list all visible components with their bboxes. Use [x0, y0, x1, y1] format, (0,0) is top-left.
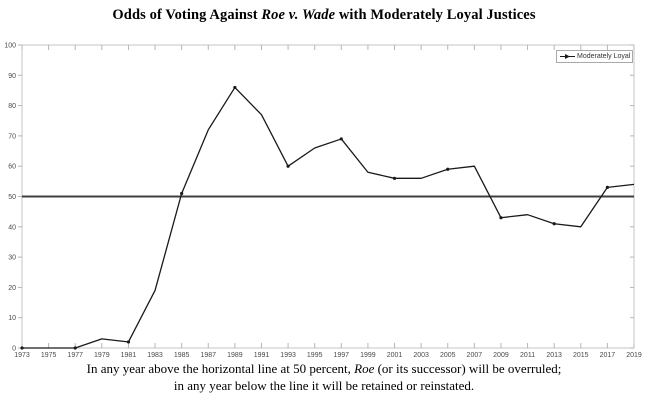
y-tick-label: 90: [8, 73, 16, 80]
data-point-marker: [233, 85, 237, 90]
x-tick-label: 2001: [387, 352, 403, 359]
y-tick-label: 70: [8, 133, 16, 140]
legend-label: Moderately Loyal: [577, 53, 631, 60]
data-point-marker: [605, 185, 609, 190]
caption-line-1-pre: In any year above the horizontal line at…: [86, 361, 355, 376]
x-tick-label: 2019: [626, 352, 642, 359]
data-point-marker: [392, 176, 397, 180]
caption-line-1-post: (or its successor) will be overruled;: [374, 361, 562, 376]
y-tick-label: 60: [8, 164, 16, 171]
x-tick-label: 1995: [307, 352, 323, 359]
x-tick-label: 1997: [334, 352, 350, 359]
caption-line-1-case-name: Roe: [354, 361, 375, 376]
y-tick-label: 50: [8, 194, 16, 201]
caption-line-2: in any year below the line it will be re…: [173, 378, 475, 393]
y-tick-label: 80: [8, 103, 16, 110]
data-point-marker: [180, 191, 184, 196]
x-tick-label: 2013: [546, 352, 562, 359]
chart-title-prefix: Odds of Voting Against: [112, 7, 262, 23]
x-tick-label: 1973: [14, 352, 30, 359]
data-point-marker: [339, 137, 343, 141]
x-tick-label: 1977: [67, 352, 83, 359]
x-tick-label: 1999: [360, 352, 376, 359]
x-tick-label: 2003: [413, 352, 429, 359]
x-tick-label: 1975: [41, 352, 57, 359]
legend-line-arrow-marker-icon: [560, 54, 575, 59]
data-point-marker: [73, 346, 77, 350]
x-tick-label: 2005: [440, 352, 456, 359]
y-tick-label: 20: [8, 285, 16, 292]
x-tick-label: 2011: [520, 352, 535, 359]
data-point-marker: [446, 167, 450, 171]
y-tick-label: 40: [8, 224, 16, 231]
y-tick-label: 10: [8, 315, 16, 322]
x-tick-label: 1979: [94, 352, 110, 359]
data-point-marker: [20, 346, 24, 350]
data-point-marker: [499, 216, 503, 220]
x-tick-label: 2007: [467, 352, 483, 359]
x-tick-label: 1983: [147, 352, 163, 359]
x-tick-label: 1993: [280, 352, 296, 359]
data-line-moderately-loyal: [22, 86, 635, 349]
chart-title-case-name: Roe v. Wade: [261, 7, 336, 23]
x-tick-label: 1989: [227, 352, 243, 359]
data-point-marker: [552, 222, 556, 226]
chart-title-suffix: with Moderately Loyal Justices: [335, 7, 536, 23]
x-tick-label: 2009: [493, 352, 509, 359]
caption-line-1: In any year above the horizontal line at…: [0, 360, 648, 377]
x-tick-label: 2015: [573, 352, 589, 359]
chart-title: Odds of Voting Against Roe v. Wade with …: [0, 7, 648, 24]
x-tick-label: 2017: [600, 352, 616, 359]
data-point-marker: [126, 340, 131, 344]
y-tick-label: 0: [12, 346, 16, 353]
y-tick-label: 30: [8, 255, 16, 262]
x-tick-label: 1987: [200, 352, 216, 359]
y-tick-label: 100: [4, 43, 16, 50]
x-tick-label: 1991: [254, 352, 270, 359]
legend-box: Moderately Loyal: [556, 50, 633, 63]
chart-caption: In any year above the horizontal line at…: [0, 360, 648, 394]
data-point-marker: [286, 164, 290, 168]
x-tick-label: 1985: [174, 352, 190, 359]
x-tick-label: 1981: [121, 352, 137, 359]
